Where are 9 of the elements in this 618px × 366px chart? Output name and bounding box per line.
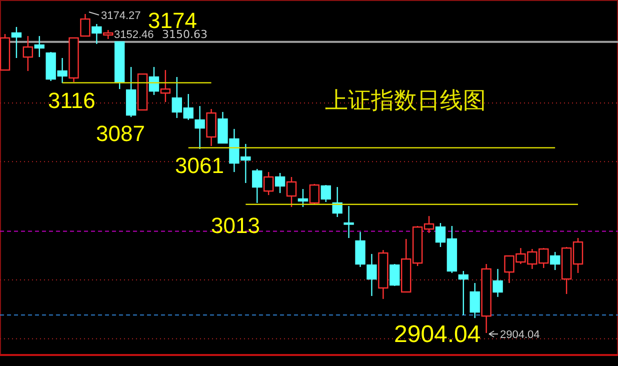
annotation: 2904.04 [394, 321, 481, 348]
annotation: 3087 [96, 121, 145, 146]
annotation: 3116 [48, 88, 96, 113]
text: 上证指数日线图 [325, 88, 486, 114]
annotation: 2904.04 [500, 329, 540, 341]
annotation: 3061 [175, 153, 224, 178]
annotation: 3013 [211, 213, 260, 238]
annotation: 3152.46 [114, 29, 154, 41]
annotation: 3174.27 [101, 10, 141, 22]
